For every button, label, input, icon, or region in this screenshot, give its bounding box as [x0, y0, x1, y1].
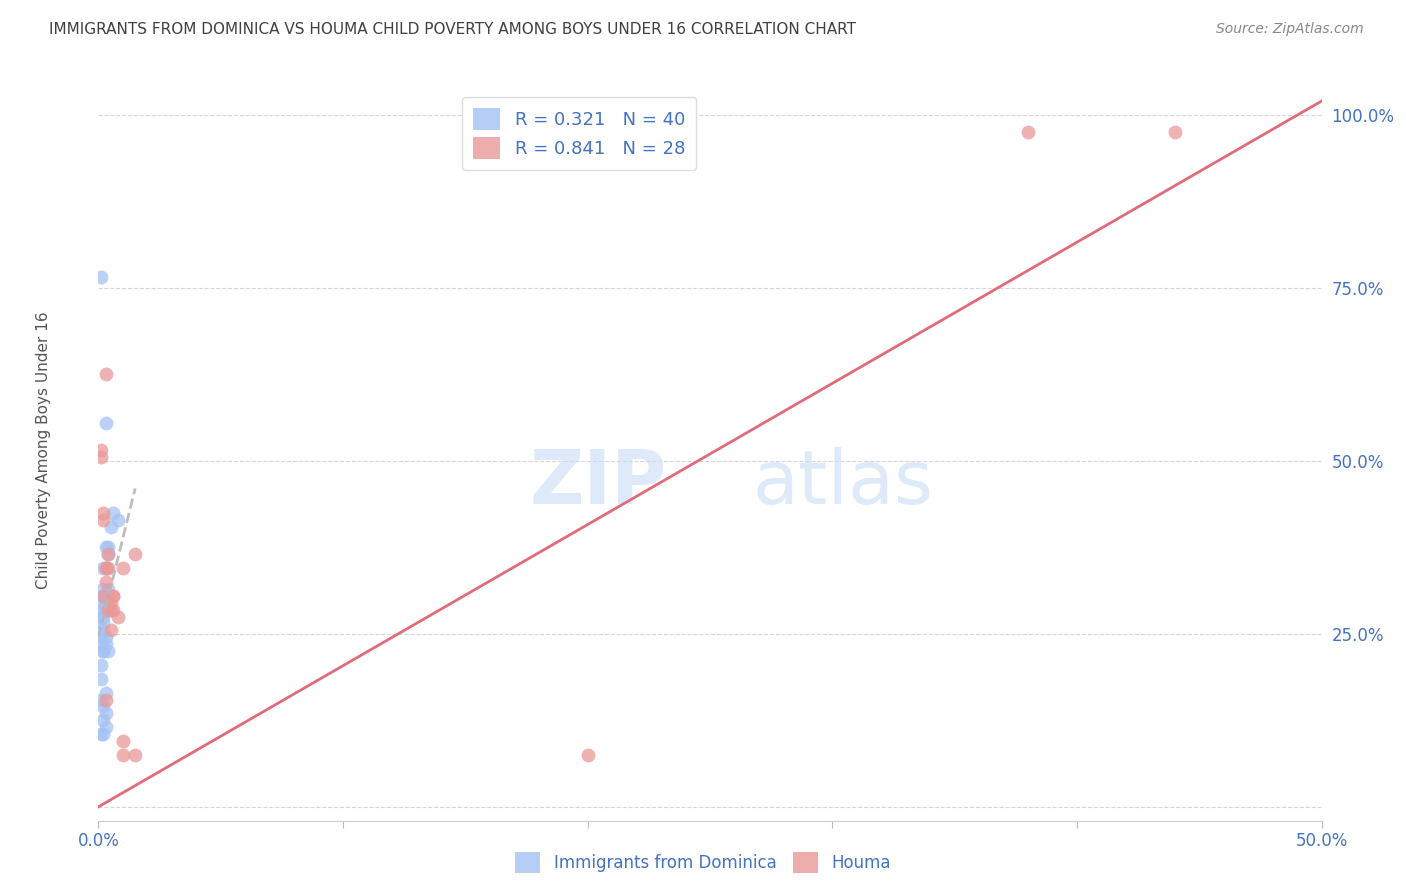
- Point: [100, 519, 122, 533]
- Point: [90, 609, 112, 624]
- Point: [91, 644, 114, 658]
- Point: [91, 714, 114, 728]
- Point: [101, 589, 124, 603]
- Point: [90, 602, 112, 616]
- Point: [97, 602, 120, 616]
- Point: [1017, 125, 1039, 139]
- Point: [90, 672, 112, 686]
- Point: [111, 747, 134, 762]
- Point: [94, 561, 117, 575]
- Point: [94, 416, 117, 430]
- Point: [91, 506, 114, 520]
- Point: [97, 547, 120, 561]
- Point: [576, 747, 599, 762]
- Point: [91, 589, 114, 603]
- Point: [101, 589, 124, 603]
- Text: Child Poverty Among Boys Under 16: Child Poverty Among Boys Under 16: [37, 311, 51, 590]
- Point: [94, 574, 117, 589]
- Point: [100, 624, 122, 638]
- Point: [94, 637, 117, 651]
- Point: [91, 624, 114, 638]
- Text: ZIP: ZIP: [530, 447, 668, 520]
- Point: [94, 706, 117, 721]
- Point: [90, 630, 112, 644]
- Point: [90, 450, 112, 465]
- Point: [90, 692, 112, 706]
- Point: [97, 561, 120, 575]
- Point: [111, 561, 134, 575]
- Point: [124, 547, 146, 561]
- Point: [91, 582, 114, 596]
- Point: [94, 602, 117, 616]
- Point: [90, 637, 112, 651]
- Point: [107, 609, 129, 624]
- Point: [94, 561, 117, 575]
- Point: [91, 589, 114, 603]
- Point: [91, 589, 114, 603]
- Point: [111, 734, 134, 748]
- Point: [94, 692, 117, 706]
- Point: [90, 596, 112, 610]
- Point: [100, 602, 122, 616]
- Point: [90, 727, 112, 741]
- Point: [1164, 125, 1187, 139]
- Point: [97, 541, 120, 555]
- Point: [91, 616, 114, 631]
- Text: Source: ZipAtlas.com: Source: ZipAtlas.com: [1216, 22, 1364, 37]
- Point: [90, 657, 112, 672]
- Point: [91, 609, 114, 624]
- Point: [124, 747, 146, 762]
- Point: [101, 506, 124, 520]
- Point: [91, 644, 114, 658]
- Point: [91, 513, 114, 527]
- Point: [94, 541, 117, 555]
- Point: [94, 368, 117, 382]
- Point: [97, 644, 120, 658]
- Point: [94, 596, 117, 610]
- Point: [94, 561, 117, 575]
- Point: [91, 727, 114, 741]
- Point: [97, 582, 120, 596]
- Point: [90, 270, 112, 285]
- Point: [94, 685, 117, 699]
- Point: [94, 596, 117, 610]
- Text: atlas: atlas: [752, 447, 934, 520]
- Point: [90, 443, 112, 458]
- Point: [100, 596, 122, 610]
- Point: [107, 513, 129, 527]
- Legend: Immigrants from Dominica, Houma: Immigrants from Dominica, Houma: [509, 846, 897, 880]
- Point: [97, 547, 120, 561]
- Point: [101, 602, 124, 616]
- Point: [94, 720, 117, 734]
- Text: IMMIGRANTS FROM DOMINICA VS HOUMA CHILD POVERTY AMONG BOYS UNDER 16 CORRELATION : IMMIGRANTS FROM DOMINICA VS HOUMA CHILD …: [49, 22, 856, 37]
- Point: [91, 561, 114, 575]
- Point: [91, 699, 114, 714]
- Point: [94, 630, 117, 644]
- Legend: R = 0.321   N = 40, R = 0.841   N = 28: R = 0.321 N = 40, R = 0.841 N = 28: [463, 96, 696, 169]
